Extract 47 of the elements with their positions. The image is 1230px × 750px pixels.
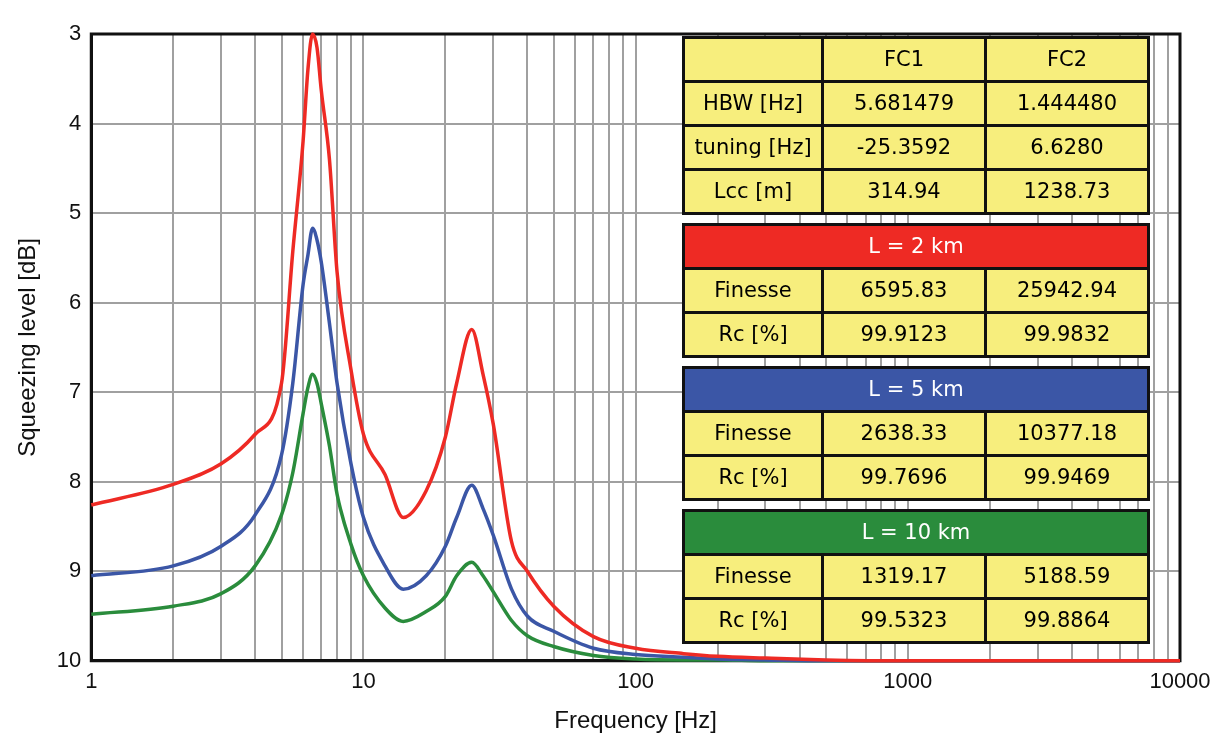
annotation: 1238.73	[987, 171, 1147, 212]
annotation: 25942.94	[987, 270, 1147, 311]
y-tick-label: 9	[69, 557, 82, 583]
annotation: 99.9123	[824, 314, 984, 355]
annotation: 99.8864	[987, 600, 1147, 641]
annotation: Rc [%]	[685, 314, 821, 355]
text: L = 2 km	[868, 234, 964, 258]
x-tick-label: 100	[617, 668, 654, 694]
annotation: FC1	[824, 39, 984, 80]
annotation: 99.5323	[824, 600, 984, 641]
text: L = 5 km	[868, 377, 964, 401]
y-tick-label: 6	[69, 288, 82, 314]
annotation: 99.9832	[987, 314, 1147, 355]
y-tick-label: 8	[69, 467, 82, 493]
annotation: Lcc [m]	[685, 171, 821, 212]
annotation: tuning [Hz]	[685, 127, 821, 168]
annotation: Rc [%]	[685, 457, 821, 498]
x-tick-label: 10	[351, 668, 376, 694]
annotation: FC2	[987, 39, 1147, 80]
y-tick-label: 7	[69, 378, 82, 404]
y-tick-label: 10	[56, 646, 82, 672]
y-tick-label: 5	[69, 199, 82, 225]
x-tick-label: 1000	[883, 668, 933, 694]
annotation: 99.7696	[824, 457, 984, 498]
annotation: 5.681479	[824, 83, 984, 124]
annotation: Finesse	[685, 270, 821, 311]
annotation: 1.444480	[987, 83, 1147, 124]
y-tick-label: 4	[69, 109, 82, 135]
annotation: 1319.17	[824, 556, 984, 597]
annotation: Finesse	[685, 413, 821, 454]
text: L = 10 km	[861, 520, 971, 544]
y-tick-label: 3	[69, 20, 82, 46]
x-axis-title: Frequency [Hz]	[554, 706, 717, 734]
annotation: 10377.18	[987, 413, 1147, 454]
annotation: 99.9469	[987, 457, 1147, 498]
annotation: HBW [Hz]	[685, 83, 821, 124]
y-axis-title: Squeezing level [dB]	[13, 237, 41, 457]
annotation: 6.6280	[987, 127, 1147, 168]
annotation: -25.3592	[824, 127, 984, 168]
x-tick-label: 10000	[1149, 668, 1211, 694]
annotation: 5188.59	[987, 556, 1147, 597]
annotation: Rc [%]	[685, 600, 821, 641]
x-tick-label: 1	[85, 668, 98, 694]
annotation: 2638.33	[824, 413, 984, 454]
annotation: Finesse	[685, 556, 821, 597]
annotation: 6595.83	[824, 270, 984, 311]
annotation: 314.94	[824, 171, 984, 212]
